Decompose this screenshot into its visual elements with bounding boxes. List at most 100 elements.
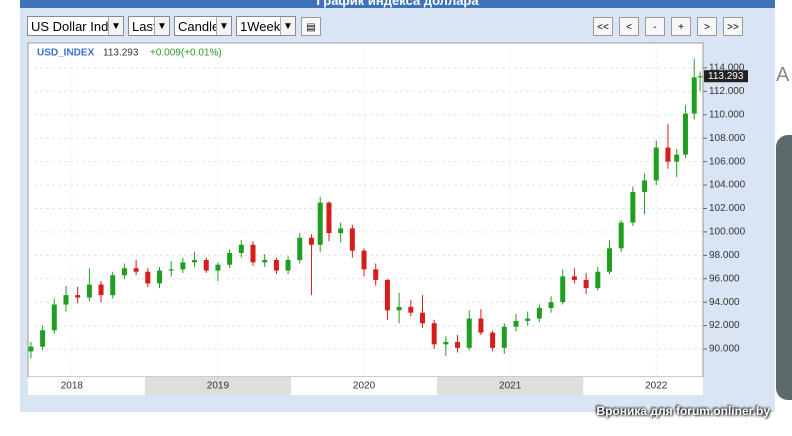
candle-body [396,306,402,311]
candle-body [98,284,104,296]
candle-body [51,304,57,331]
page-title: График индекса доллара [20,0,775,8]
legend-symbol: USD_INDEX [37,48,95,59]
legend-change: +0.009(+0.01%) [150,48,222,59]
candle-body [408,306,414,313]
x-tick-label: 2022 [645,381,668,392]
side-image [776,135,792,400]
candle-body [273,260,279,271]
candle-body [75,295,81,298]
nav-button[interactable]: << [593,17,613,36]
type-select[interactable]: Candle ▼ [174,16,232,36]
last-price-label: 113.293 [708,71,744,82]
x-tick-label: 2019 [207,381,230,392]
candle-body [203,260,209,271]
candle-body [63,295,69,305]
nav-button[interactable]: >> [723,17,743,36]
nav-button[interactable]: + [671,17,691,36]
select-text: US Dollar Inde [31,19,116,34]
candle-body [262,260,268,263]
price-select[interactable]: Last ▼ [128,16,170,36]
candle-body [443,341,449,345]
y-tick-label: 96.000 [709,273,740,284]
y-tick-label: 98.000 [709,250,740,261]
side-text: A [776,64,790,86]
y-tick-label: 104.000 [709,180,746,191]
watermark: Вроника для forum.onliner.by [596,404,770,418]
candle-body [560,276,566,303]
candle-body [156,270,162,284]
candle-body [548,302,554,309]
dropdown-arrow: ▼ [216,17,231,35]
period-select[interactable]: 1Week ▼ [236,16,296,36]
candle-body [606,248,612,272]
x-tick-label: 2018 [61,381,84,392]
candle-body [373,269,379,280]
year-band [144,377,291,395]
x-tick-label: 2020 [353,381,376,392]
candle-body [308,237,314,245]
candle-body [297,237,303,261]
candle-body [384,279,390,311]
candle-body [583,279,589,289]
candle-body [121,268,127,276]
candle-body [238,244,244,253]
dropdown-arrow: ▼ [108,17,123,35]
candle-body [349,228,355,251]
candle-body [653,147,659,181]
candle-body [326,202,332,234]
candle-body [525,318,531,321]
candle-body [227,252,233,265]
candle-body [86,284,92,298]
year-band [437,377,584,395]
nav-button[interactable]: > [697,17,717,36]
candle-body [665,147,671,162]
dropdown-arrow: ▼ [154,17,169,35]
candle-body [133,268,139,272]
candle-body [455,341,461,348]
candle-body [536,308,542,319]
candle-body [466,318,472,348]
candle-body [317,202,323,245]
nav-button[interactable]: - [645,17,665,36]
candle-body [110,275,116,296]
dropdown-arrow: ▼ [280,17,295,35]
y-tick-label: 92.000 [709,320,740,331]
x-tick-label: 2021 [499,381,522,392]
select-text: Last [132,19,157,34]
candle-body [691,77,697,114]
y-tick-label: 110.000 [709,109,745,120]
candle-body [630,192,636,223]
nav-button[interactable]: < [619,17,639,36]
last-price-tag [704,70,748,83]
y-tick-label: 106.000 [709,156,746,167]
candle-body [571,276,577,280]
candle-body [674,154,680,162]
candle-body [192,260,198,263]
candle-body [285,260,291,271]
candle-body [215,264,221,271]
candle-body [250,244,256,263]
y-tick-label: 102.000 [709,203,746,214]
candle-body [145,271,151,284]
candle-body [490,332,496,348]
candle-body [513,320,519,327]
candle-body [682,113,688,155]
y-tick-label: 108.000 [709,133,746,144]
candle-body [618,222,624,249]
candle-body [28,346,34,352]
select-text: 1Week [240,19,281,34]
symbol-select[interactable]: US Dollar Inde ▼ [27,16,124,36]
candle-body [180,262,186,270]
y-tick-label: 94.000 [709,297,740,308]
table-button[interactable]: ▤ [301,17,321,36]
candle-body [595,271,601,289]
candle-body [478,318,484,333]
legend-price: 113.293 [103,48,139,59]
candle-body [338,228,344,234]
select-text: Candle [178,19,220,34]
candle-body [501,326,507,348]
y-tick-label: 114.000 [709,63,745,74]
